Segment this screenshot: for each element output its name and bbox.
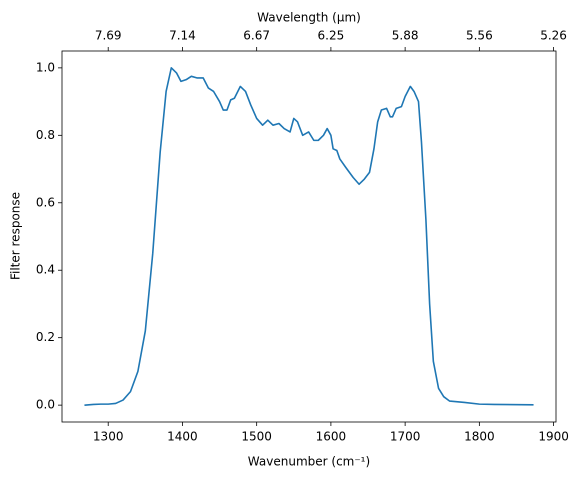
y-tick-label: 0.4 (36, 263, 55, 277)
x-tick-label: 1800 (464, 430, 495, 444)
y-tick-label: 0.0 (36, 398, 55, 412)
x-tick-label: 1900 (538, 430, 569, 444)
x-tick-label: 1600 (316, 430, 347, 444)
top-tick-label: 7.14 (169, 29, 196, 43)
top-tick-label: 5.88 (392, 29, 419, 43)
x-tick-label: 1700 (390, 430, 421, 444)
x-tick-label: 1300 (93, 430, 124, 444)
x-tick-label: 1400 (167, 430, 198, 444)
top-tick-label: 6.25 (318, 29, 345, 43)
top-tick-label: 6.67 (243, 29, 270, 43)
y-tick-label: 1.0 (36, 60, 55, 74)
x-axis-label: Wavenumber (cm⁻¹) (248, 455, 370, 469)
x-tick-label: 1500 (241, 430, 272, 444)
top-tick-label: 7.69 (95, 29, 122, 43)
y-axis-label: Filter response (9, 192, 23, 280)
top-tick-label: 5.26 (540, 29, 567, 43)
line (84, 67, 534, 406)
y-tick-label: 0.6 (36, 195, 55, 209)
y-tick-label: 0.8 (36, 128, 55, 142)
top-axis-label: Wavelength (μm) (257, 11, 361, 25)
y-tick-label: 0.2 (36, 330, 55, 344)
top-tick-label: 5.56 (466, 29, 493, 43)
plot-frame (61, 50, 557, 423)
